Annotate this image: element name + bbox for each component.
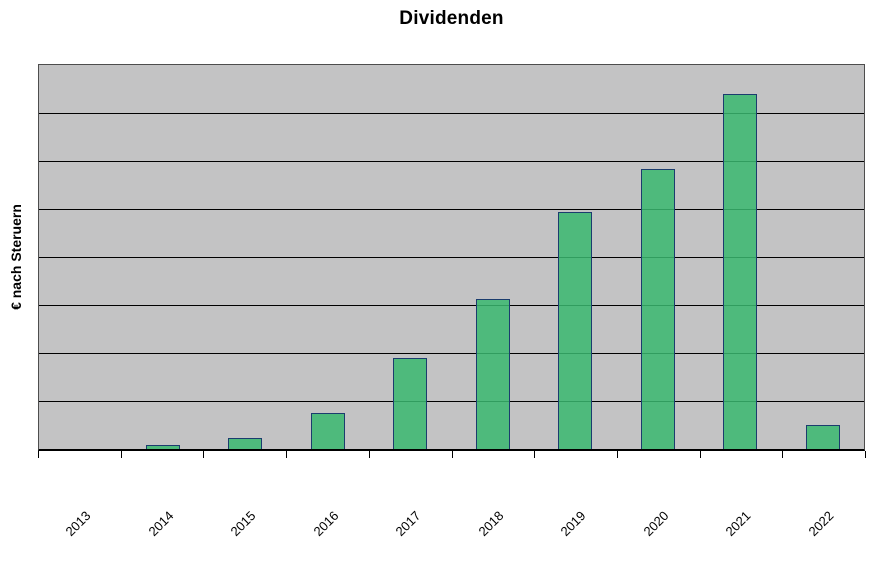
gridline <box>39 209 864 210</box>
x-axis-tick <box>120 451 122 458</box>
gridline <box>39 257 864 258</box>
gridline <box>39 113 864 114</box>
gridline <box>39 353 864 354</box>
gridline <box>39 305 864 306</box>
x-axis-tick <box>616 451 618 458</box>
x-axis-tick <box>368 451 370 458</box>
x-axis-tick <box>286 451 288 458</box>
x-axis-tick <box>38 451 39 458</box>
bar-2015 <box>228 437 263 449</box>
x-tick-label-2019: 2019 <box>557 508 589 540</box>
y-axis-label: € nach Steruern <box>8 204 24 310</box>
gridline <box>39 161 864 162</box>
x-axis-tick <box>534 451 536 458</box>
x-tick-label-2016: 2016 <box>310 508 342 540</box>
bar-2021 <box>723 94 758 449</box>
x-tick-label-2022: 2022 <box>805 508 837 540</box>
bar-2016 <box>310 412 345 449</box>
x-tick-label-2020: 2020 <box>640 508 672 540</box>
gridline <box>39 401 864 402</box>
x-tick-label-2017: 2017 <box>392 508 424 540</box>
chart-title: Dividenden <box>399 8 504 29</box>
bar-2020 <box>640 169 675 449</box>
bar-2014 <box>145 445 180 449</box>
x-axis-tick <box>782 451 784 458</box>
bar-2017 <box>393 357 428 449</box>
plot-area <box>38 64 865 451</box>
x-axis-tick <box>451 451 453 458</box>
x-axis-tick <box>203 451 205 458</box>
x-tick-label-2015: 2015 <box>227 508 259 540</box>
bar-2022 <box>805 425 840 449</box>
bar-2018 <box>475 299 510 449</box>
x-tick-label-2013: 2013 <box>62 508 94 540</box>
x-tick-label-2021: 2021 <box>722 508 754 540</box>
bar-2019 <box>558 211 593 449</box>
x-axis-tick <box>865 451 866 458</box>
x-tick-label-2014: 2014 <box>145 508 177 540</box>
x-tick-label-2018: 2018 <box>475 508 507 540</box>
x-axis-tick <box>699 451 701 458</box>
